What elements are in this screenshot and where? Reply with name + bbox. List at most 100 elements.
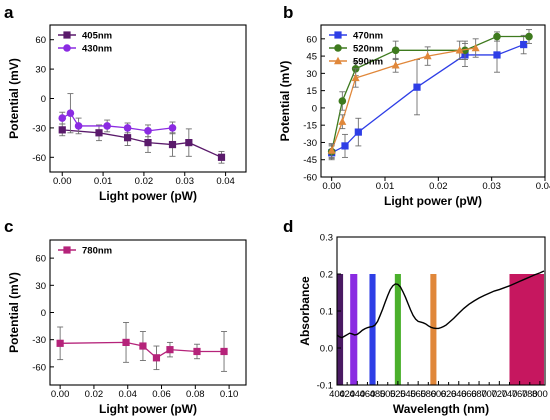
legend-marker [63,31,71,39]
data-point [338,117,347,125]
x-tick-label: 680 [471,389,487,400]
x-tick-label: 0.10 [220,389,239,400]
x-tick-label: 480 [370,389,386,400]
data-point [520,40,528,49]
data-point [144,139,152,147]
y-tick-label: 30 [35,281,46,292]
x-tick-label: 640 [451,389,467,400]
legend-marker [334,44,342,52]
x-tick-label: 620 [441,389,457,400]
y-tick-label: 0 [41,308,46,319]
y-tick-label: -30 [32,123,46,134]
wavelength-band [350,274,358,385]
legend-marker [63,44,71,52]
data-point [493,32,501,41]
x-tick-label: 500 [380,389,396,400]
data-point [103,122,111,130]
legend-label: 590nm [353,57,383,68]
panel-letter: c [4,217,13,236]
y-tick-label: -30 [303,138,317,149]
data-point [525,32,533,41]
y-tick-label: -60 [303,173,317,184]
y-axis-title: Potential (mV) [7,272,21,353]
data-point [455,46,464,54]
y-tick-label: 0.2 [320,270,333,281]
panel-d: d 400 440 480 520 560 600 640 680 720 760 800 420 460… [283,217,548,416]
legend: 470nm 520nm 590nm [329,31,383,68]
x-tick-label: 0.08 [186,389,205,400]
data-point [461,46,469,55]
y-tick-label: -60 [32,362,46,373]
y-tick-label: 45 [306,52,317,63]
x-tick-label: 420 [339,389,355,400]
data-point [139,342,147,350]
x-tick-label: 0.03 [482,181,501,192]
data-point [354,128,362,136]
x-tick-label: 0.04 [216,176,235,187]
x-axis-title: Wavelength (nm) [393,402,489,416]
x-tick-label: 700 [481,389,497,400]
x-tick-label: 0.01 [376,181,395,192]
wavelength-band [394,274,401,385]
data-point [493,51,501,59]
y-tick-label: 15 [306,86,317,97]
y-axis-title: Absorbance [298,276,312,346]
series-line [336,270,545,339]
series-line [62,129,222,158]
data-point [123,124,132,132]
x-axis-title: Light power (pW) [99,189,197,203]
x-axis-title: Light power (pW) [99,402,197,416]
data-point [338,97,347,105]
plot-frame [320,24,546,178]
y-tick-label: -0.1 [317,381,333,392]
plot-frame [336,236,546,386]
y-tick-label: 60 [35,35,46,46]
data-point [58,114,67,122]
data-point [168,124,177,132]
y-tick-label: 0 [41,94,46,105]
series-430nm [58,93,177,138]
y-tick-label: -15 [303,121,317,132]
wavelength-band [337,274,344,385]
data-point [220,347,228,356]
legend-label: 780nm [82,246,112,257]
wavelength-band [430,274,437,385]
y-tick-label: 60 [35,254,46,265]
panel-b: b 0.00 0.01 0.02 0.03 0.04 -60 -45 -30 -15 0 15 30 45… [278,3,550,208]
x-tick-label: 780 [522,389,538,400]
x-tick-label: 660 [461,389,477,400]
series-590nm [327,38,480,158]
legend-label: 405nm [82,31,112,42]
legend-label: 520nm [353,44,383,55]
plot-frame [49,239,247,386]
y-tick-label: 0 [312,103,317,114]
series-780nm [56,322,228,372]
panel-letter: b [283,3,293,22]
x-tick-label: 740 [502,389,518,400]
data-point [168,140,177,149]
data-point [413,83,421,91]
x-tick-label: 0.03 [176,176,195,187]
y-tick-label: 30 [35,65,46,76]
x-tick-label: 0.06 [152,389,171,400]
panel-c: c 0.00 0.02 0.04 0.06 0.08 0.10 -60 -30 0 30 60 Ligh… [4,217,247,416]
data-point [185,139,193,147]
panel-letter: d [283,217,293,236]
data-point [166,346,174,354]
data-point [66,109,75,117]
data-point [95,129,103,137]
x-tick-label: 0.02 [429,181,448,192]
y-tick-label: -45 [303,155,317,166]
wavelength-band [509,274,544,385]
x-tick-label: 400 [329,389,345,400]
y-axis-title: Potential (mV) [7,58,21,139]
data-point [351,73,360,82]
x-tick-label: 0.04 [118,389,137,400]
x-tick-label: 0.00 [322,181,341,192]
data-point [152,354,161,362]
x-tick-label: 0.01 [94,176,113,187]
y-tick-label: 60 [306,34,317,45]
y-tick-label: 30 [306,69,317,80]
